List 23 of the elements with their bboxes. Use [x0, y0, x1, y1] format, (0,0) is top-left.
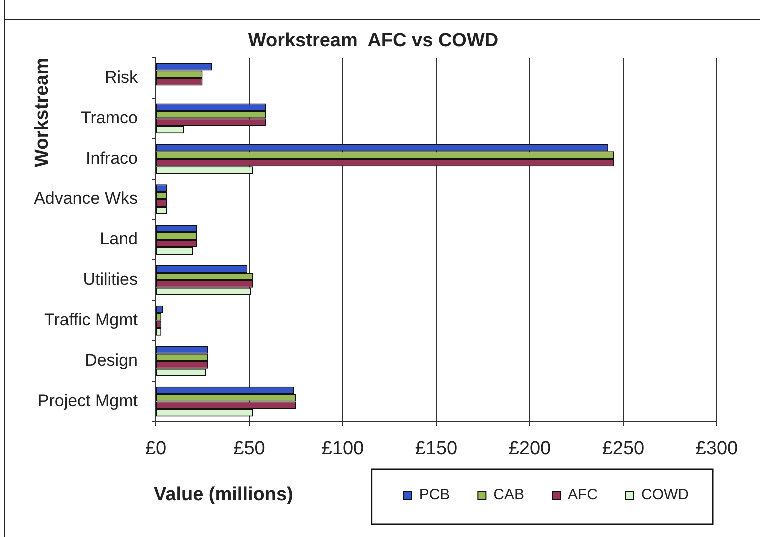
x-tick-label: £50 — [234, 438, 266, 460]
y-tick-label: Utilities — [83, 270, 138, 290]
legend-label: PCB — [419, 486, 450, 504]
chart-title: Workstream AFC vs COWD — [248, 30, 499, 52]
legend-label: AFC — [568, 486, 598, 504]
x-tick-label: £150 — [415, 438, 458, 460]
x-tick-label: £100 — [322, 438, 364, 460]
y-tick-label: Tramco — [81, 108, 138, 128]
y-tick-label: Land — [100, 230, 138, 249]
legend-label: COWD — [642, 486, 690, 504]
x-axis-title: Value (millions) — [154, 484, 294, 506]
y-tick-label: Design — [85, 351, 138, 370]
x-tick-label: £200 — [508, 438, 552, 460]
y-tick-label: Infraco — [86, 148, 138, 168]
x-tick-label: £250 — [602, 438, 645, 460]
y-axis-title: Workstream — [32, 58, 54, 168]
legend-label: CAB — [494, 486, 525, 504]
x-tick-label: £300 — [696, 438, 738, 460]
y-tick-label: Advance Wks — [34, 189, 138, 208]
y-tick-label: Traffic Mgmt — [44, 310, 138, 330]
y-tick-label: Risk — [104, 68, 138, 87]
y-tick-label: Project Mgmt — [38, 391, 138, 410]
x-tick-label: £0 — [145, 438, 167, 460]
